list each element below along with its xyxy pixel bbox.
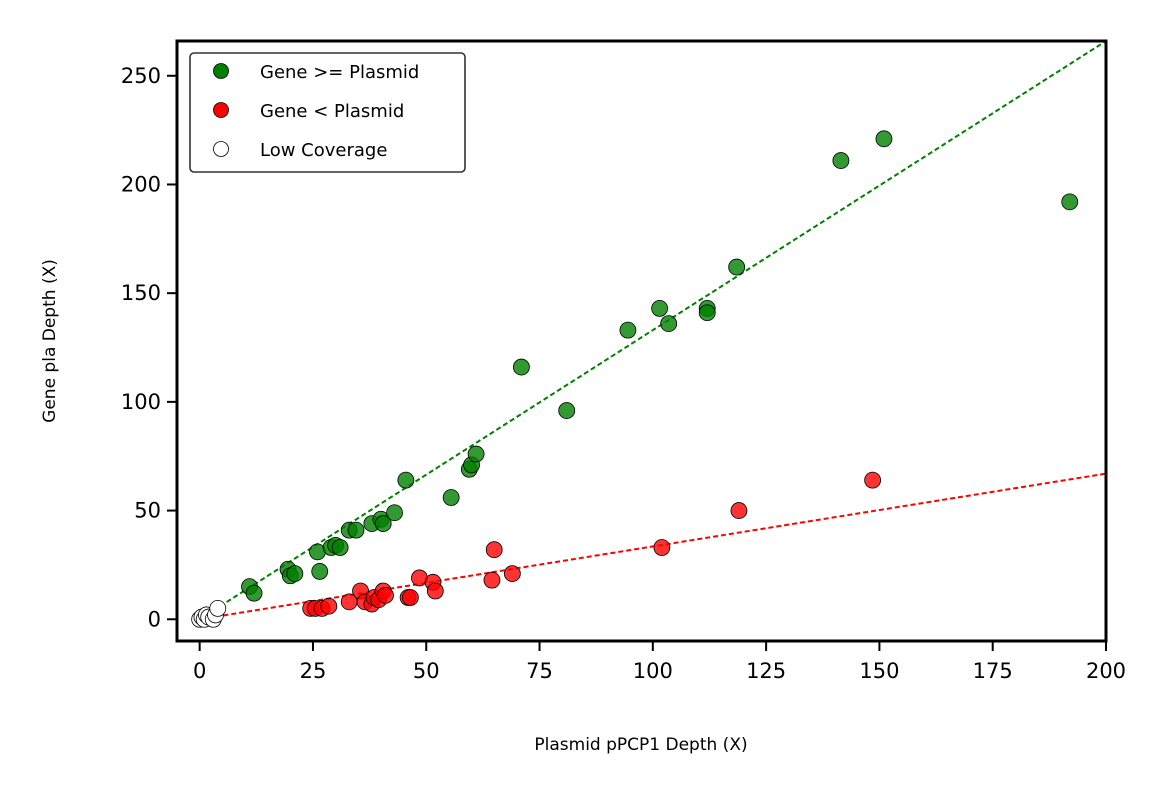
data-point-series-1	[698, 304, 716, 322]
data-point-series-1	[331, 539, 349, 556]
x-tick-label: 25	[300, 659, 327, 683]
data-point-series-1	[386, 504, 403, 522]
data-point-series-2	[503, 565, 521, 583]
x-tick-label: 150	[859, 659, 899, 683]
data-point-series-1	[513, 358, 530, 376]
data-point-series-1	[347, 521, 365, 539]
x-tick-label: 100	[633, 659, 673, 683]
y-tick-label: 200	[121, 172, 161, 196]
data-points	[191, 130, 1079, 628]
data-point-series-1	[245, 584, 263, 602]
plot-frame	[175, 39, 1108, 643]
data-point-series-1	[728, 258, 746, 276]
y-axis-label: Gene pla Depth (X)	[40, 259, 60, 423]
y-axis-ticks: 0 50 100 150 200 250	[121, 64, 177, 631]
data-point-series-1	[442, 489, 460, 506]
x-axis-ticks: 0 25 50 75 100 125 150 175 200	[193, 641, 1126, 683]
data-point-series-1	[832, 152, 850, 169]
data-point-series-1	[875, 130, 893, 148]
y-tick-label: 0	[148, 607, 161, 631]
x-tick-label: 125	[746, 659, 786, 683]
legend-box	[189, 52, 466, 173]
data-point-series-1	[311, 563, 329, 580]
y-tick-label: 100	[121, 390, 161, 414]
data-point-series-3	[209, 599, 227, 617]
data-point-series-2	[730, 502, 748, 519]
data-point-series-2	[864, 471, 882, 489]
legend-marker	[213, 102, 229, 118]
x-tick-label: 50	[413, 659, 440, 683]
data-point-series-2	[401, 589, 419, 606]
data-point-series-1	[558, 402, 576, 419]
y-tick-label: 150	[121, 281, 161, 305]
legend-label: Gene >= Plasmid	[260, 62, 419, 83]
y-tick-label: 50	[134, 499, 161, 523]
legend-marker	[213, 141, 229, 157]
data-point-series-2	[483, 571, 501, 589]
data-point-series-1	[467, 445, 485, 463]
data-point-series-2	[653, 539, 671, 556]
data-point-series-1	[619, 321, 637, 339]
data-point-series-2	[377, 586, 394, 604]
legend-label: Low Coverage	[260, 140, 387, 161]
x-tick-label: 175	[973, 659, 1013, 683]
data-point-series-1	[1061, 193, 1079, 211]
data-point-series-2	[320, 597, 338, 615]
legend-marker	[213, 63, 229, 79]
data-point-series-1	[374, 515, 392, 533]
data-point-series-2	[426, 582, 444, 600]
data-point-series-1	[660, 315, 678, 333]
x-tick-label: 0	[193, 659, 206, 683]
data-point-series-1	[397, 471, 415, 489]
legend-label: Gene < Plasmid	[260, 101, 404, 122]
x-axis-label: Plasmid pPCP1 Depth (X)	[534, 735, 747, 755]
data-point-series-2	[485, 541, 503, 559]
data-point-series-1	[286, 565, 304, 583]
x-tick-label: 200	[1086, 659, 1126, 683]
x-tick-label: 75	[526, 659, 553, 683]
y-tick-label: 250	[121, 64, 161, 88]
data-point-series-1	[651, 299, 669, 317]
legend: Gene >= Plasmid Gene < Plasmid Low Coverag…	[189, 52, 466, 173]
